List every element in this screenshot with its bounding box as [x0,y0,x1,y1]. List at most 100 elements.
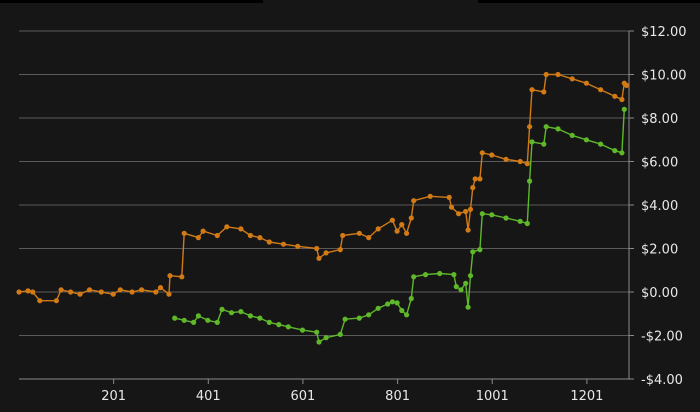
series-point-1 [467,273,474,279]
series-point-1 [314,329,320,335]
x-tick-label: 601 [291,389,316,404]
series-point-0 [366,235,372,241]
series-point-1 [385,301,391,307]
series-point-0 [323,250,329,256]
series-point-1 [266,319,272,325]
series-point-0 [524,161,530,167]
tick-labels: -$4.00 -$2.00 $0.00 $2.00 $4.00 $6.00 $8.00 $10… [101,25,686,404]
x-tick-label: 801 [385,389,410,404]
series-point-0 [77,291,83,297]
series-point-0 [408,215,414,221]
series-point-0 [257,235,263,241]
series-point-0 [446,194,452,200]
series-point-1 [524,220,530,227]
x-tick-label: 201 [101,389,126,404]
series-point-0 [489,152,495,158]
series-point-1 [205,317,211,323]
series-point-0 [448,204,455,210]
series-point-1 [399,307,405,314]
y-tick-label: $12.00 [641,25,687,40]
series-point-1 [228,310,235,316]
series-point-0 [129,289,135,295]
series-point-0 [181,230,187,236]
series-point-1 [191,319,197,325]
series-point-0 [427,193,433,199]
series-point-0 [569,76,575,82]
series-point-0 [456,211,462,217]
series-point-1 [181,317,187,323]
series-point-0 [340,232,346,239]
series-point-0 [619,96,625,103]
series-point-0 [179,274,185,280]
series-point-0 [280,241,287,247]
series-point-1 [463,280,469,286]
series-layer [16,71,630,345]
series-point-0 [477,176,483,182]
series-point-1 [541,141,547,147]
series-point-1 [276,322,282,328]
series-point-1 [569,132,575,138]
series-point-0 [470,185,476,191]
series-point-1 [172,315,178,321]
series-point-0 [117,287,123,293]
series-point-1 [389,299,395,305]
y-tick-label: $6.00 [641,156,678,171]
y-tick-label: $10.00 [641,69,687,84]
series-point-1 [598,141,604,147]
series-point-0 [314,245,320,252]
series-point-1 [219,306,225,312]
series-point-0 [555,71,561,78]
series-point-1 [453,284,459,290]
series-point-0 [214,232,220,239]
series-point-0 [68,289,74,295]
series-point-0 [86,287,93,293]
x-tick-label: 1201 [570,389,603,404]
series-point-0 [247,232,253,239]
series-point-0 [266,239,272,245]
series-point-1 [422,272,429,278]
series-point-1 [555,126,561,132]
series-point-0 [166,291,172,297]
series-point-0 [612,93,618,99]
series-point-0 [394,228,400,234]
series-point-0 [399,222,405,228]
series-point-1 [408,295,414,302]
series-point-0 [110,291,116,297]
y-tick-label: -$4.00 [641,373,683,388]
series-point-1 [238,309,244,315]
series-point-0 [529,87,535,93]
series-point-1 [342,316,348,322]
series-point-1 [316,339,322,345]
series-point-1 [479,211,485,217]
series-point-1 [477,247,483,253]
series-point-0 [517,158,523,165]
series-point-1 [299,327,306,333]
series-point-0 [356,230,362,236]
series-point-1 [458,287,464,293]
series-point-1 [529,139,535,145]
series-line-0 [18,73,628,302]
series-point-0 [157,285,164,291]
series-point-1 [451,272,457,278]
series-point-0 [583,80,590,86]
x-tick-label: 1001 [476,389,509,404]
series-point-0 [465,227,471,233]
series-point-0 [16,289,22,295]
series-point-0 [30,289,36,295]
series-point-1 [247,313,253,319]
series-point-1 [489,212,495,218]
gridlines [19,30,629,380]
series-point-0 [167,273,173,279]
series-point-0 [53,298,60,304]
series-point-1 [470,249,476,255]
series-point-1 [394,300,400,306]
top-edge-bar-right [478,0,700,3]
series-point-0 [153,289,159,295]
series-point-0 [404,230,410,236]
series-point-1 [619,150,625,156]
series-point-0 [543,71,549,78]
series-point-1 [612,148,618,154]
y-tick-label: $0.00 [641,286,678,301]
series-point-1 [285,324,291,330]
